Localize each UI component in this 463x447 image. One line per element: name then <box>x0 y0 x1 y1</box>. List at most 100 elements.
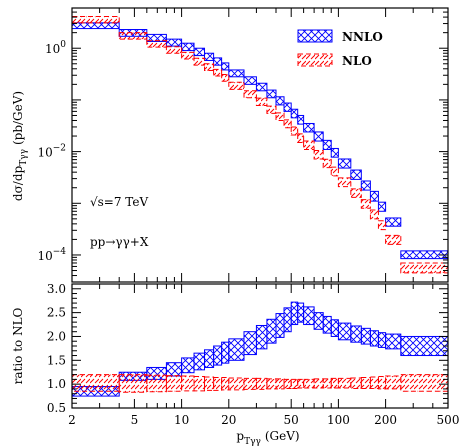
top-nlo-bin-5 <box>193 57 206 66</box>
top-nnlo-bin-24 <box>369 190 379 202</box>
top-nlo-bin-4 <box>181 51 195 60</box>
process-annotation: pp→γγ+X <box>90 235 149 249</box>
top-y-axis-label-sub: Tγγ <box>19 149 29 166</box>
ratio-nlo-bin-4 <box>181 375 195 392</box>
top-nnlo-bin-14 <box>283 102 292 112</box>
top-nlo-bin-26 <box>385 234 402 245</box>
ratio-nnlo-bin-24 <box>369 330 379 347</box>
ratio-y-axis-label: ratio to NLO <box>11 307 25 384</box>
top-y-axis-label-main: dσ/dp <box>11 165 25 201</box>
top-y-tick-label-2: 10−4 <box>37 247 66 263</box>
ratio-nlo-bin-8 <box>221 376 230 391</box>
top-nlo-bin-11 <box>255 97 268 106</box>
ratio-nnlo-bin-19 <box>322 315 332 334</box>
top-nnlo-bin-7 <box>213 57 223 66</box>
top-nnlo-bin-15 <box>290 108 299 119</box>
top-nlo-bin-27 <box>400 262 448 274</box>
top-nnlo-bin-26 <box>385 217 402 227</box>
top-y-tick-label-0: 100 <box>45 40 66 56</box>
ratio-y-tick-label-2.5: 2.5 <box>47 306 66 320</box>
x-axis-label-main: p <box>236 429 244 443</box>
ratio-panel: 0.5 1.0 1.5 2.0 2.5 3.0 2 5 10 20 50 100 200 500 rat… <box>11 282 459 447</box>
ratio-nnlo-bin-12 <box>266 318 277 344</box>
ratio-nnlo-bin-16 <box>297 302 305 323</box>
ratio-nlo-bin-20 <box>330 377 339 389</box>
ratio-nnlo-bin-18 <box>313 312 324 330</box>
top-nlo-bin-18 <box>313 150 324 160</box>
ratio-nnlo-bin-7 <box>213 345 223 366</box>
top-nlo-bin-15 <box>290 126 299 136</box>
ratio-nnlo-bin-20 <box>330 319 339 337</box>
ratio-nlo-bin-17 <box>303 378 315 389</box>
ratio-nlo-bin-25 <box>377 376 387 390</box>
top-nlo-bin-12 <box>266 105 277 114</box>
top-nlo-bin-24 <box>369 209 379 220</box>
ratio-nlo-bin-24 <box>369 376 379 389</box>
ratio-nnlo-bin-9 <box>228 338 245 361</box>
top-nnlo-bin-16 <box>297 114 305 125</box>
x-tick-label-200: 200 <box>374 413 397 427</box>
ratio-nlo-bin-11 <box>255 377 268 390</box>
top-nlo-bin-25 <box>377 220 387 231</box>
top-nnlo-bin-13 <box>275 96 285 106</box>
legend-swatch-nlo <box>297 53 333 67</box>
ratio-ticks <box>71 283 449 409</box>
x-axis-label: pTγγ (GeV) <box>236 429 299 447</box>
ratio-nlo-bin-9 <box>228 377 245 391</box>
top-nnlo-bin-22 <box>350 169 362 180</box>
top-nnlo-bin-3 <box>165 38 183 47</box>
ratio-nnlo-bin-11 <box>255 324 268 350</box>
top-nlo-bin-10 <box>243 90 257 99</box>
top-nnlo-bin-9 <box>228 69 245 78</box>
ratio-nnlo-bin-22 <box>350 325 362 343</box>
legend: NNLO NLO <box>297 29 383 68</box>
ratio-nnlo-bin-10 <box>243 331 257 356</box>
top-nnlo-bin-20 <box>330 147 339 158</box>
top-nnlo-bin-6 <box>204 52 215 61</box>
top-nlo-bin-2 <box>146 40 167 48</box>
legend-swatch-nnlo <box>297 29 333 43</box>
ratio-nnlo-bin-21 <box>337 322 352 341</box>
legend-label-nlo: NLO <box>342 54 372 68</box>
top-nlo-bin-9 <box>228 81 245 90</box>
top-nnlo-bin-21 <box>337 158 352 169</box>
top-nlo-bin-14 <box>283 119 292 129</box>
top-y-tick-label-1: 10−2 <box>37 144 66 160</box>
top-nlo-bin-7 <box>213 68 223 77</box>
x-tick-label-2: 2 <box>68 413 76 427</box>
top-nlo-bin-8 <box>221 74 230 82</box>
top-nnlo-bin-11 <box>255 82 268 92</box>
top-nnlo-bin-8 <box>221 62 230 71</box>
ratio-nnlo-bin-17 <box>303 306 315 326</box>
ratio-nlo-bin-10 <box>243 377 257 390</box>
ratio-nlo-bin-21 <box>337 377 352 389</box>
top-nlo-bin-19 <box>322 158 332 169</box>
top-y-tick-exp-0: 0 <box>60 40 66 50</box>
ratio-nlo-bin-0 <box>72 374 120 392</box>
x-tick-label-50: 50 <box>284 413 299 427</box>
x-tick-label-500: 500 <box>437 413 460 427</box>
top-nlo-bin-16 <box>297 133 305 143</box>
ratio-nnlo-bin-27 <box>400 335 448 357</box>
top-nnlo-bin-17 <box>303 122 315 133</box>
ratio-nlo-bin-5 <box>193 376 206 392</box>
top-y-tick-base-2: 10 <box>37 249 52 263</box>
top-y-tick-base-0: 10 <box>45 42 60 56</box>
ratio-y-tick-label-1.5: 1.5 <box>47 353 66 367</box>
ratio-nnlo-bin-5 <box>193 352 206 371</box>
ratio-nnlo-bin-6 <box>204 349 215 368</box>
top-nlo-bin-23 <box>360 199 371 209</box>
top-frame <box>71 7 449 283</box>
ratio-nnlo-bin-25 <box>377 332 387 348</box>
top-y-tick-base-1: 10 <box>37 146 52 160</box>
x-tick-labels: 2 5 10 20 50 100 200 500 <box>68 413 459 427</box>
top-nnlo-bin-12 <box>266 89 277 99</box>
top-nlo-bin-6 <box>204 63 215 72</box>
ratio-nlo-bin-6 <box>204 376 215 391</box>
top-nnlo-bin-25 <box>377 201 387 212</box>
ratio-nnlo-bin-3 <box>165 362 183 377</box>
top-nlo-bin-22 <box>350 188 362 198</box>
top-nlo-bin-13 <box>275 112 285 121</box>
